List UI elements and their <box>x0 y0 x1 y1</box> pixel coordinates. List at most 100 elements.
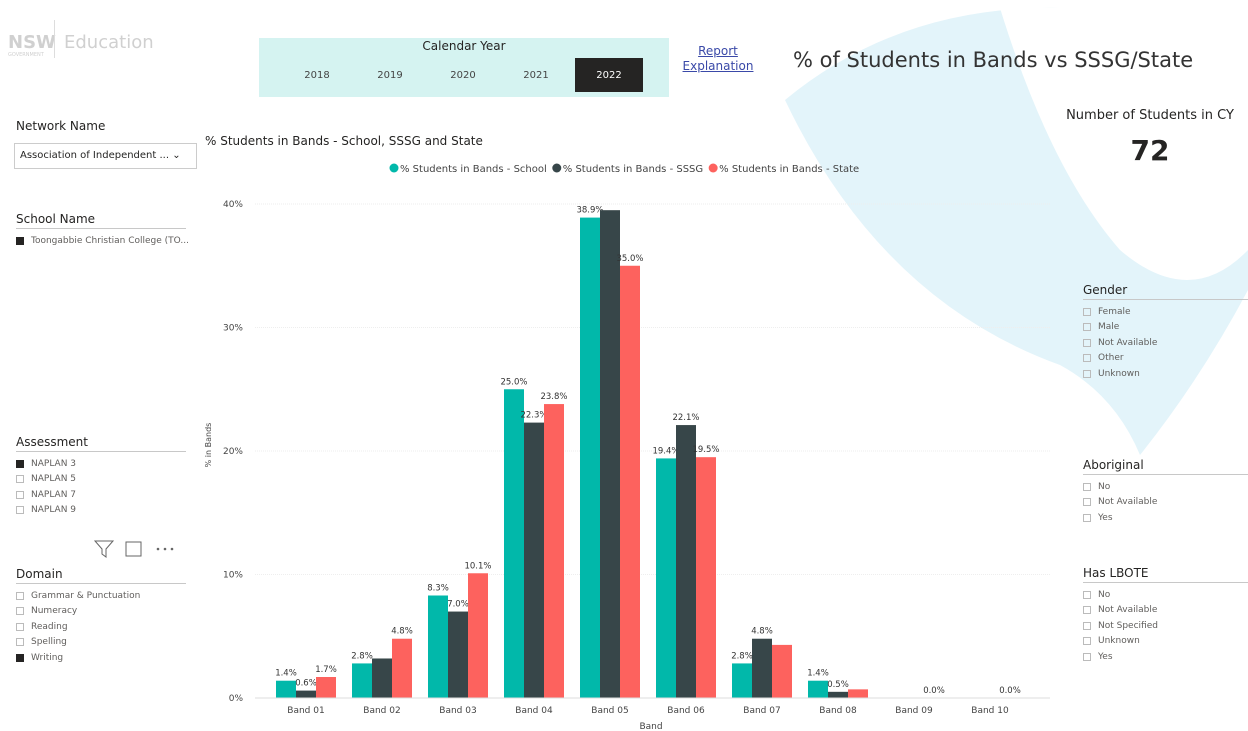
report-link[interactable]: Report Explanation <box>682 44 754 73</box>
bar <box>696 457 716 698</box>
slicer-item[interactable]: NAPLAN 7 <box>16 487 186 503</box>
item-label: Spelling <box>31 637 67 648</box>
slicer-item[interactable]: Not Specified <box>1083 618 1248 634</box>
slicer-item[interactable]: NAPLAN 3 <box>16 456 186 472</box>
card-value: 72 <box>1130 134 1170 167</box>
checkbox[interactable] <box>16 475 24 484</box>
card-label: Number of Students in CY <box>1066 108 1234 123</box>
checkbox[interactable] <box>1083 498 1091 507</box>
item-label: Not Available <box>1098 337 1158 348</box>
slicer-title: Assessment <box>16 435 186 452</box>
bar <box>392 638 412 698</box>
checkbox[interactable] <box>1083 513 1091 522</box>
slicer-item[interactable]: NAPLAN 5 <box>16 472 186 488</box>
chart-title: % Students in Bands - School, SSSG and S… <box>205 134 483 148</box>
checkbox[interactable] <box>16 622 24 631</box>
y-tick-label: 30% <box>223 324 243 334</box>
year-option[interactable]: 2021 <box>523 69 549 81</box>
slicer-item[interactable]: Not Available <box>1083 495 1248 511</box>
slicer-item[interactable]: Other <box>1083 351 1248 367</box>
legend-marker <box>708 163 718 173</box>
slicer-item[interactable]: Reading <box>16 619 186 635</box>
checkbox[interactable] <box>16 459 24 468</box>
slicer-item[interactable]: Female <box>1083 304 1248 320</box>
more-dot[interactable] <box>156 547 160 551</box>
slicer-item[interactable]: Writing <box>16 650 186 666</box>
checkbox[interactable] <box>1083 652 1091 661</box>
checkbox[interactable] <box>16 591 24 600</box>
checkbox[interactable] <box>16 236 24 245</box>
dropdown[interactable]: Association of Independent ... ⌄ <box>14 143 197 169</box>
year-option[interactable]: 2020 <box>450 69 476 81</box>
item-label: Unknown <box>1098 368 1140 379</box>
filter-icon[interactable] <box>93 540 115 558</box>
checkbox[interactable] <box>1083 482 1091 491</box>
slicer-item[interactable]: Male <box>1083 320 1248 336</box>
slicer-item[interactable]: Toongabbie Christian College (TO... <box>16 233 189 249</box>
slicer-title: School Name <box>16 212 186 229</box>
data-label: 0.5% <box>827 680 849 690</box>
bar <box>296 690 316 698</box>
slicer-item[interactable]: Unknown <box>1083 634 1248 650</box>
more-dot[interactable] <box>170 547 174 551</box>
y-tick-label: 10% <box>223 571 243 581</box>
slicer-item[interactable]: Numeracy <box>16 604 186 620</box>
x-tick-label: Band 02 <box>363 706 400 716</box>
year-option[interactable]: 2018 <box>304 69 330 81</box>
year-option[interactable]: 2019 <box>377 69 403 81</box>
year-option[interactable]: 2022 <box>575 58 643 92</box>
checkbox[interactable] <box>1083 323 1091 332</box>
slicer-item[interactable]: Not Available <box>1083 603 1248 619</box>
slicer-item[interactable]: Yes <box>1083 510 1248 526</box>
checkbox[interactable] <box>1083 637 1091 646</box>
slicer-items: NAPLAN 3 NAPLAN 5 NAPLAN 7 NAPLAN 9 <box>16 456 186 518</box>
checkbox[interactable] <box>1083 621 1091 630</box>
checkbox[interactable] <box>16 653 24 662</box>
data-label: 38.9% <box>576 206 603 216</box>
data-label: 10.1% <box>464 561 491 571</box>
bar <box>848 689 868 698</box>
checkbox[interactable] <box>1083 369 1091 378</box>
slicer-item[interactable]: Not Available <box>1083 335 1248 351</box>
slicer-item[interactable]: Grammar & Punctuation <box>16 588 186 604</box>
bar <box>352 663 372 698</box>
bar <box>676 425 696 698</box>
data-label: 25.0% <box>500 377 527 387</box>
x-tick-label: Band 06 <box>667 706 705 716</box>
focus-icon[interactable] <box>125 541 142 557</box>
checkbox[interactable] <box>16 506 24 515</box>
slicer-item[interactable]: No <box>1083 587 1248 603</box>
slicer-item[interactable]: Unknown <box>1083 366 1248 382</box>
bar <box>524 422 544 698</box>
checkbox[interactable] <box>16 607 24 616</box>
checkbox[interactable] <box>1083 338 1091 347</box>
item-label: Female <box>1098 306 1131 317</box>
item-label: Writing <box>31 652 64 663</box>
item-label: Not Available <box>1098 605 1158 616</box>
item-label: NAPLAN 7 <box>31 489 77 500</box>
slicer: Aboriginal No Not Available Yes <box>1083 458 1248 526</box>
visual-header-icons[interactable] <box>92 538 184 560</box>
checkbox[interactable] <box>16 638 24 647</box>
checkbox[interactable] <box>1083 354 1091 363</box>
checkbox[interactable] <box>16 490 24 499</box>
bar <box>752 638 772 698</box>
item-label: NAPLAN 5 <box>31 474 77 485</box>
data-label: 1.4% <box>807 669 829 679</box>
logo-mark: NSW <box>8 32 56 53</box>
checkbox[interactable] <box>1083 307 1091 316</box>
bar <box>600 210 620 699</box>
slicer-item[interactable]: NAPLAN 9 <box>16 503 186 519</box>
more-dot[interactable] <box>163 547 167 551</box>
checkbox[interactable] <box>1083 606 1091 615</box>
x-tick-label: Band 10 <box>971 706 1009 716</box>
data-label: 22.3% <box>520 411 547 421</box>
slicer-item[interactable]: Yes <box>1083 649 1248 665</box>
bar <box>316 677 336 698</box>
slicer-item[interactable]: No <box>1083 479 1248 495</box>
checkbox[interactable] <box>1083 590 1091 599</box>
slicer-item[interactable]: Spelling <box>16 635 186 651</box>
item-label: No <box>1098 589 1111 600</box>
data-label: 1.4% <box>275 669 297 679</box>
